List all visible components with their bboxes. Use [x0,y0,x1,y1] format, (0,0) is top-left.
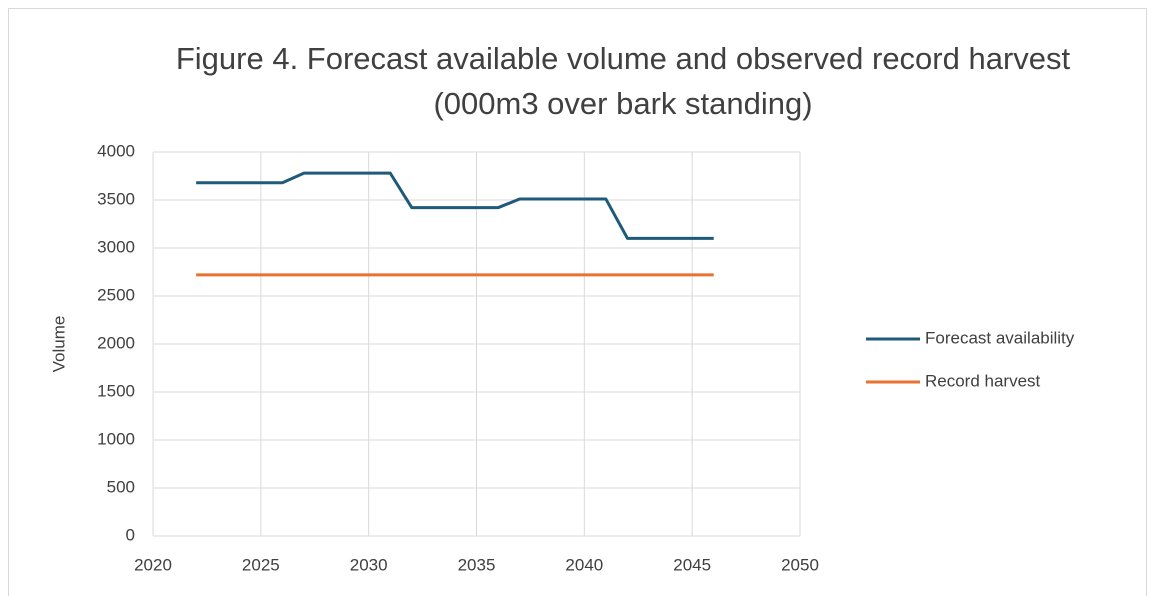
x-tick-label: 2040 [565,555,603,574]
x-tick-label: 2030 [350,555,388,574]
y-tick-label: 1500 [97,381,135,400]
series-line [196,171,714,240]
x-tick-label: 2050 [781,555,819,574]
legend-label: Forecast availability [925,328,1075,347]
y-tick-label: 3500 [97,189,135,208]
y-tick-label: 4000 [97,141,135,160]
x-tick-label: 2045 [673,555,711,574]
chart-border [8,8,1147,596]
y-tick-label: 2500 [97,285,135,304]
y-tick-label: 500 [107,477,135,496]
y-tick-label: 0 [126,525,135,544]
y-axis-label: Volume [49,316,68,373]
x-tick-label: 2020 [134,555,172,574]
x-tick-label: 2025 [242,555,280,574]
legend-label: Record harvest [925,371,1041,390]
x-tick-label: 2035 [458,555,496,574]
y-tick-label: 1000 [97,429,135,448]
y-tick-label: 2000 [97,333,135,352]
y-tick-label: 3000 [97,237,135,256]
chart-title: Figure 4. Forecast available volume and … [175,41,1071,121]
